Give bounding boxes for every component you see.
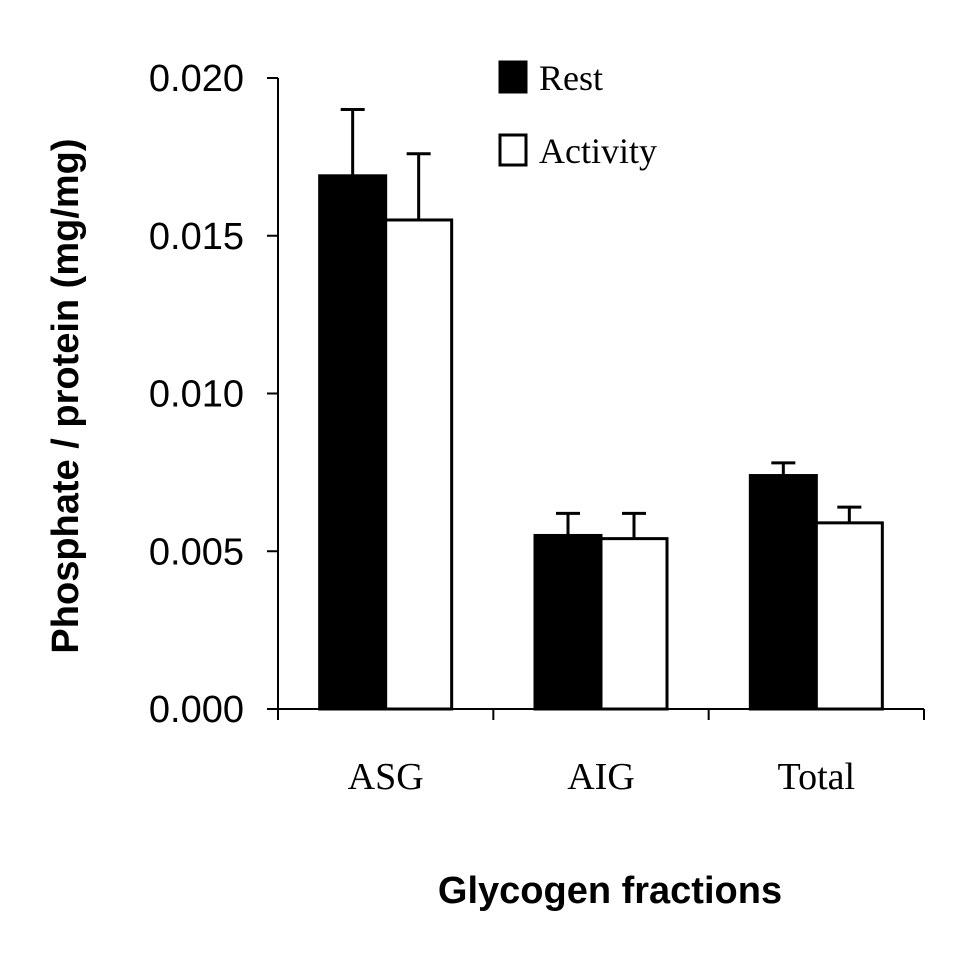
- bar-activity-asg: [384, 218, 454, 711]
- x-category-label: Total: [778, 756, 856, 798]
- y-axis-title: Phosphate / protein (mg/mg): [45, 138, 87, 653]
- legend-swatch-rest: [498, 60, 528, 94]
- bar-rest-aig: [533, 533, 603, 711]
- bar-activity-aig: [599, 537, 669, 711]
- x-category-label: AIG: [567, 756, 635, 798]
- legend-label-activity: Activity: [539, 131, 657, 171]
- y-tick-label: 0.015: [149, 216, 244, 258]
- legend-label-rest: Rest: [539, 58, 603, 98]
- y-tick-label: 0.005: [149, 531, 244, 573]
- bar-rest-total: [748, 474, 818, 711]
- y-tick-label: 0.010: [149, 374, 244, 416]
- x-axis-title: Glycogen fractions: [438, 870, 782, 912]
- plot-area: 0.000 0.005 0.010 0.015 0.020 ASG AIG Total: [149, 58, 925, 798]
- bar-activity-total: [814, 521, 884, 711]
- x-category-label: ASG: [348, 756, 424, 798]
- y-tick-label: 0.000: [149, 689, 244, 731]
- legend: Rest Activity: [498, 58, 657, 171]
- bar-rest-asg: [318, 174, 388, 711]
- y-tick-label: 0.020: [149, 58, 244, 100]
- legend-swatch-activity: [498, 133, 528, 167]
